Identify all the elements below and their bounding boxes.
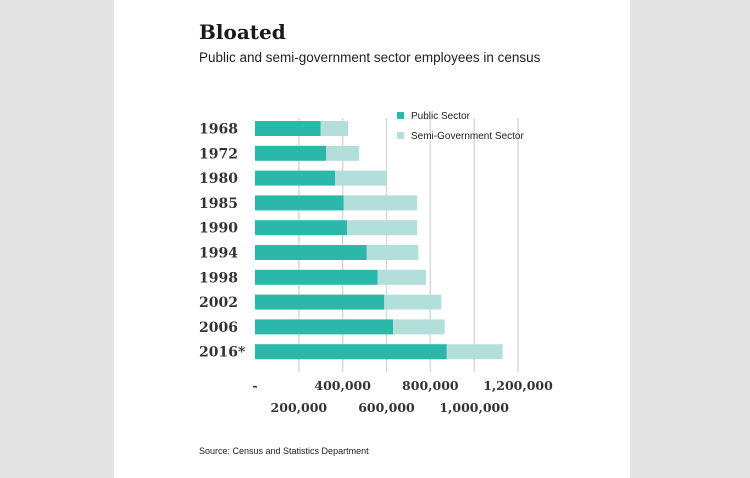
bar-public-1994 bbox=[255, 245, 367, 260]
bar-semi-1985 bbox=[343, 195, 418, 211]
x-tick-label: - bbox=[252, 378, 257, 393]
bar-public-1985 bbox=[255, 195, 344, 211]
bar-semi-1968 bbox=[320, 121, 349, 136]
bar-public-1968 bbox=[255, 121, 321, 136]
x-tick-label: 1,200,000 bbox=[483, 378, 553, 393]
y-tick-label: 1980 bbox=[199, 171, 238, 187]
bar-semi-2016 bbox=[446, 344, 503, 360]
bar-semi-2006 bbox=[393, 319, 445, 335]
x-tick-label: 800,000 bbox=[402, 378, 459, 393]
x-tick-label: 1,000,000 bbox=[439, 400, 509, 415]
y-tick-label: 2002 bbox=[199, 295, 238, 311]
bar-public-2002 bbox=[255, 294, 385, 310]
chart-card bbox=[114, 0, 630, 478]
chart-subtitle: Public and semi-government sector employ… bbox=[199, 50, 541, 65]
y-tick-label: 2016* bbox=[199, 345, 246, 361]
bar-public-1972 bbox=[255, 145, 327, 161]
y-tick-label: 1968 bbox=[199, 122, 238, 138]
bar-semi-1980 bbox=[334, 170, 387, 186]
bar-public-1980 bbox=[255, 170, 335, 186]
bar-public-1990 bbox=[255, 220, 348, 236]
bar-public-2006 bbox=[255, 319, 394, 335]
x-tick-label: 200,000 bbox=[271, 400, 328, 415]
y-tick-label: 1972 bbox=[199, 146, 238, 162]
y-tick-label: 2006 bbox=[199, 320, 238, 336]
y-tick-label: 1985 bbox=[199, 196, 238, 212]
bar-public-2016 bbox=[255, 344, 447, 360]
bar-semi-1972 bbox=[326, 145, 360, 161]
bar-semi-1998 bbox=[377, 269, 426, 285]
legend-swatch-public bbox=[397, 112, 404, 119]
y-tick-label: 1994 bbox=[199, 246, 238, 262]
x-tick-label: 600,000 bbox=[358, 400, 415, 415]
legend-label: Public Sector bbox=[411, 111, 471, 122]
legend-label: Semi-Government Sector bbox=[411, 131, 524, 142]
bar-semi-1990 bbox=[347, 220, 418, 236]
bar-semi-1994 bbox=[366, 245, 419, 260]
bar-public-1998 bbox=[255, 269, 378, 285]
legend-swatch-semi bbox=[397, 132, 404, 139]
y-tick-label: 1998 bbox=[199, 270, 238, 286]
x-tick-label: 400,000 bbox=[314, 378, 371, 393]
y-tick-label: 1990 bbox=[199, 221, 238, 237]
source-note: Source: Census and Statistics Department bbox=[199, 446, 369, 456]
chart-title: Bloated bbox=[199, 20, 286, 44]
bar-semi-2002 bbox=[384, 294, 442, 310]
